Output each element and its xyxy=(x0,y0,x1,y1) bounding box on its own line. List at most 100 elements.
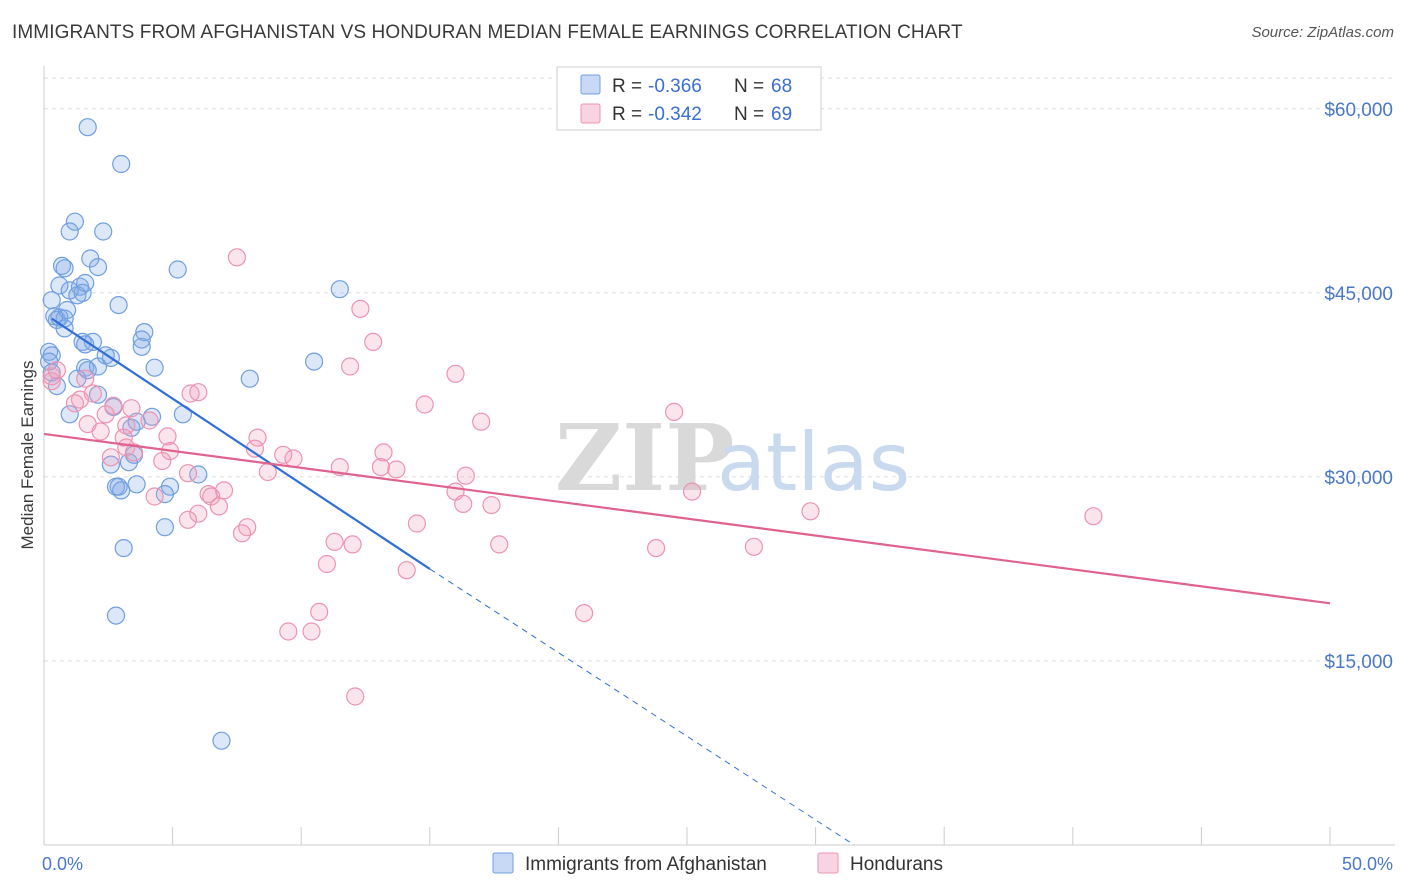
hondurans-point xyxy=(646,538,666,558)
afghanistan-point xyxy=(119,453,138,472)
hondurans-point xyxy=(574,603,594,623)
watermark-atlas: atlas xyxy=(717,416,910,509)
afghanistan-point xyxy=(114,538,133,558)
legend-r-value-1: -0.366 xyxy=(648,76,702,97)
afghanistan-point xyxy=(112,154,131,174)
x-tick-label-min: 0.0% xyxy=(42,854,83,874)
hondurans-point xyxy=(76,369,95,388)
afghanistan-point xyxy=(47,377,67,396)
series-afghanistan-points xyxy=(39,118,349,750)
series-legend: Immigrants from Afghanistan Hondurans xyxy=(492,852,943,875)
afghanistan-point xyxy=(127,412,146,431)
y-tick-label: $60,000 xyxy=(1324,100,1393,121)
hondurans-point xyxy=(42,372,61,391)
hondurans-point xyxy=(351,299,370,318)
legend-r-label-2: R = xyxy=(612,104,642,125)
watermark: ZIP atlas xyxy=(555,404,910,512)
afghanistan-point xyxy=(109,296,128,315)
afghanistan-point xyxy=(76,335,95,354)
afghanistan-point xyxy=(88,357,108,376)
hondurans-point xyxy=(248,428,267,447)
hondurans-point xyxy=(284,449,303,468)
hondurans-point xyxy=(178,510,198,529)
afghanistan-point xyxy=(127,475,146,494)
afghanistan-point xyxy=(57,300,77,320)
hondurans-point xyxy=(189,504,208,523)
legend-item-hondurans-swatch xyxy=(817,852,839,874)
hondurans-point xyxy=(189,383,208,402)
watermark-zip: ZIP xyxy=(555,404,734,512)
legend-item-afghanistan-label: Immigrants from Afghanistan xyxy=(525,854,767,875)
hondurans-point xyxy=(446,364,465,383)
hondurans-point xyxy=(227,248,246,267)
hondurans-point xyxy=(387,460,406,479)
hondurans-point xyxy=(801,502,820,521)
afghanistan-point xyxy=(132,337,151,356)
hondurans-point xyxy=(364,332,383,351)
hondurans-point xyxy=(91,422,110,441)
gridlines xyxy=(44,77,1395,662)
hondurans-point xyxy=(490,535,509,554)
hondurans-point xyxy=(47,361,67,380)
hondurans-point xyxy=(274,445,293,464)
afghanistan-point xyxy=(212,731,231,750)
trendlines xyxy=(43,317,1331,846)
hondurans-point xyxy=(202,487,221,506)
y-tick-labels: $15,000 $30,000 $45,000 $60,000 xyxy=(1324,100,1393,673)
hondurans-point xyxy=(664,402,684,421)
hondurans-point xyxy=(122,399,141,418)
legend-swatch-pink xyxy=(580,103,601,124)
afghanistan-trendline-extension xyxy=(429,568,855,846)
afghanistan-point xyxy=(52,256,72,275)
hondurans-point xyxy=(310,602,329,622)
legend-r-label-1: R = xyxy=(612,76,642,97)
afghanistan-point xyxy=(330,280,349,299)
hondurans-point xyxy=(145,487,164,506)
afghanistan-point xyxy=(60,222,79,241)
y-tick-label: $45,000 xyxy=(1324,284,1393,305)
hondurans-point xyxy=(124,443,144,462)
hondurans-point xyxy=(341,357,360,376)
hondurans-point xyxy=(343,535,362,554)
y-tick-label: $30,000 xyxy=(1324,468,1393,489)
x-tick-labels: 0.0% 50.0% xyxy=(42,854,1393,874)
afghanistan-point xyxy=(55,259,74,278)
hondurans-point xyxy=(454,494,473,513)
afghanistan-point xyxy=(305,352,324,371)
hondurans-point xyxy=(346,687,365,706)
afghanistan-point xyxy=(145,358,164,377)
legend-swatch-blue xyxy=(580,74,601,95)
hondurans-point xyxy=(325,532,344,552)
afghanistan-trendline xyxy=(51,317,431,570)
correlation-legend: R = -0.366 N = 68 R = -0.342 N = 69 xyxy=(556,66,822,131)
x-tick-label-max: 50.0% xyxy=(1342,854,1393,874)
legend-box xyxy=(556,66,822,131)
hondurans-point xyxy=(1084,507,1103,526)
chart-source: Source: ZipAtlas.com xyxy=(1251,24,1394,41)
hondurans-point xyxy=(279,622,298,641)
afghanistan-point xyxy=(132,330,151,349)
y-axis-title: Median Female Earnings xyxy=(18,361,37,550)
hondurans-point xyxy=(158,427,177,446)
afghanistan-point xyxy=(94,222,113,241)
legend-n-value-1: 68 xyxy=(771,76,792,97)
hondurans-point xyxy=(317,554,336,574)
afghanistan-point xyxy=(240,369,259,388)
legend-n-value-2: 69 xyxy=(771,104,792,125)
hondurans-point xyxy=(407,514,426,533)
hondurans-point xyxy=(232,524,252,543)
afghanistan-point xyxy=(50,276,69,295)
afghanistan-point xyxy=(168,260,187,279)
legend-item-hondurans-label: Hondurans xyxy=(850,854,943,875)
hondurans-point xyxy=(482,496,501,515)
hondurans-point xyxy=(397,561,416,580)
hondurans-point xyxy=(415,395,434,414)
legend-n-label-1: N = xyxy=(734,76,764,97)
afghanistan-point xyxy=(88,258,108,277)
hondurans-point xyxy=(374,443,393,462)
hondurans-point xyxy=(65,394,85,413)
afghanistan-point xyxy=(65,212,85,231)
hondurans-point xyxy=(140,411,159,430)
hondurans-point xyxy=(101,448,121,467)
hondurans-point xyxy=(472,412,491,431)
